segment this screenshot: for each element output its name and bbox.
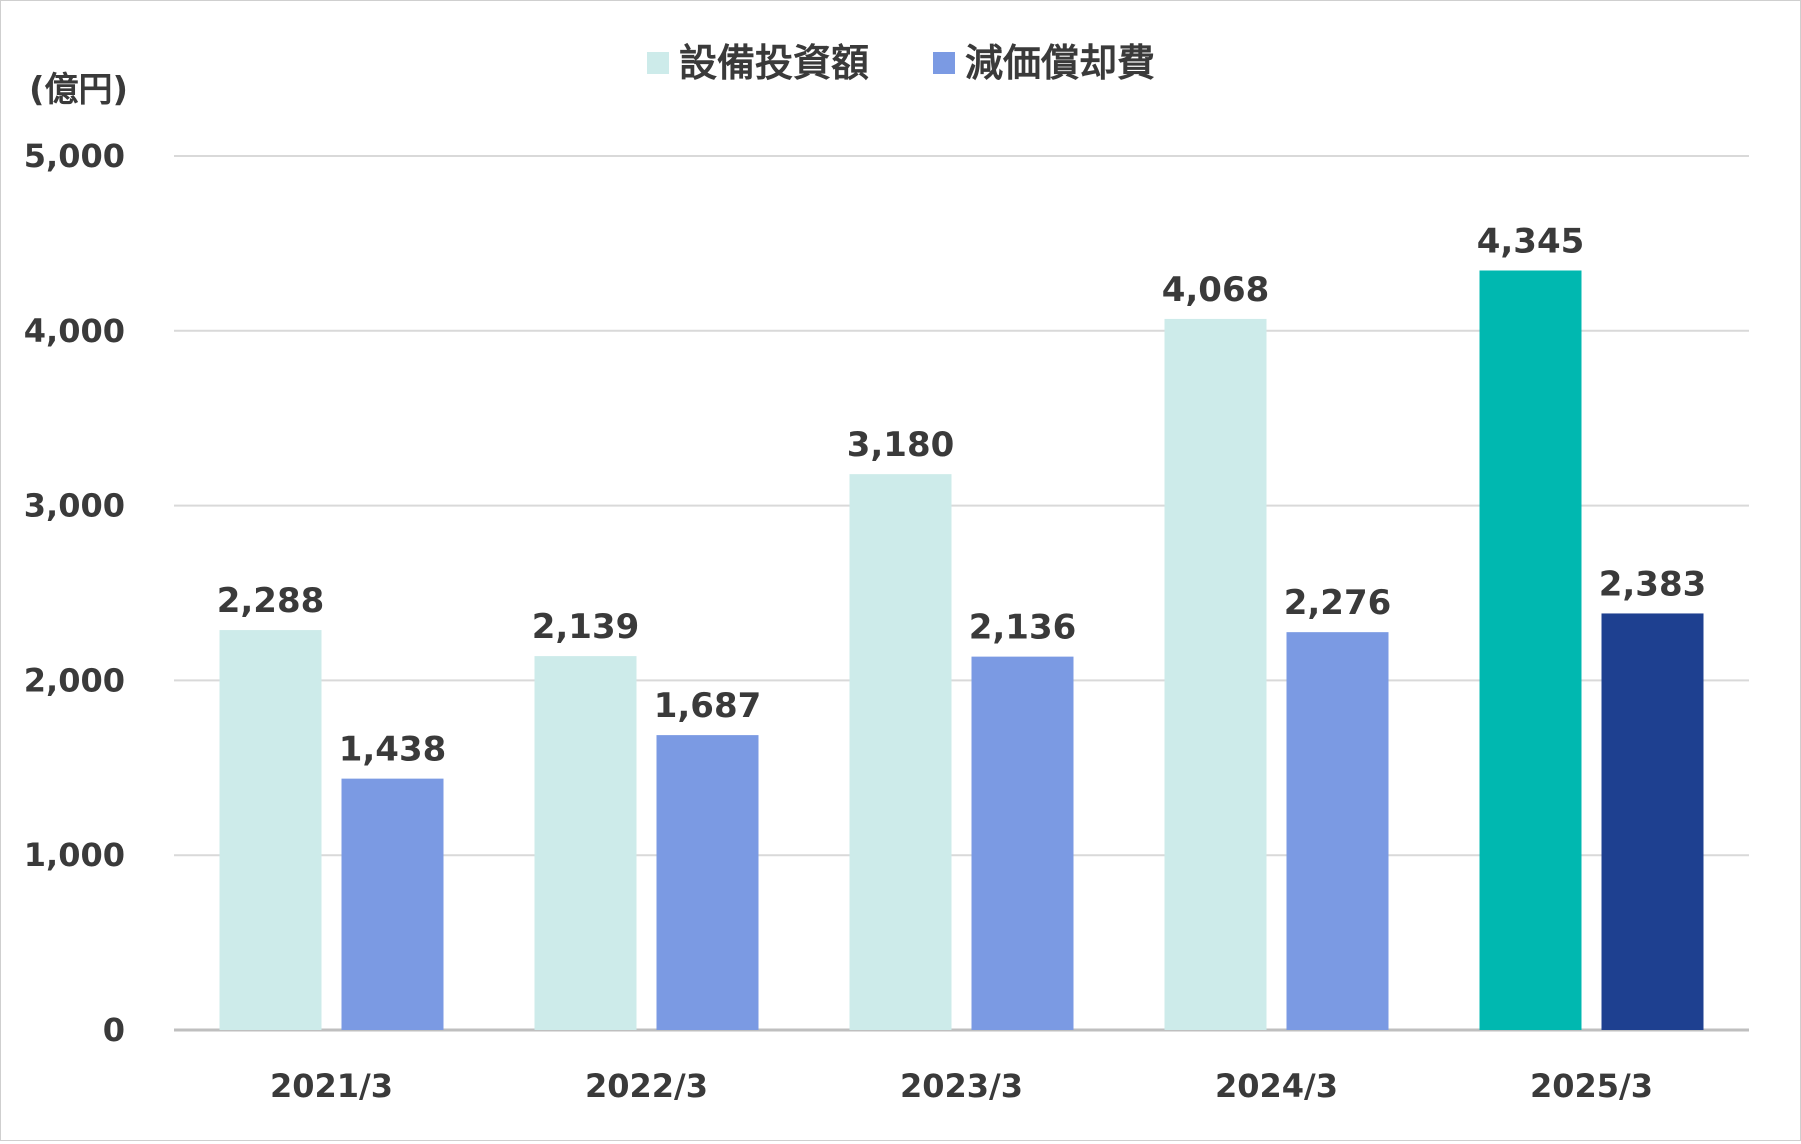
x-tick-label: 2024/3 xyxy=(1215,1067,1338,1105)
legend: 設備投資額 減価償却費 xyxy=(647,41,1155,85)
data-label-capex-2022-3: 2,139 xyxy=(532,607,640,647)
y-tick-label: 5,000 xyxy=(24,137,125,175)
x-tick-label: 2022/3 xyxy=(585,1067,708,1105)
data-label-depreciation-2022-3: 1,687 xyxy=(654,686,762,726)
y-tick-label: 2,000 xyxy=(24,661,125,699)
y-tick-label: 4,000 xyxy=(24,312,125,350)
data-label-depreciation-2025-3: 2,383 xyxy=(1599,564,1707,604)
bar-capex-2022-3 xyxy=(534,656,637,1030)
data-label-capex-2025-3: 4,345 xyxy=(1477,221,1585,261)
bar-capex-2021-3 xyxy=(219,630,322,1030)
data-label-capex-2021-3: 2,288 xyxy=(217,581,325,621)
data-label-depreciation-2024-3: 2,276 xyxy=(1284,583,1392,623)
bar-capex-2024-3 xyxy=(1164,318,1267,1031)
data-label-capex-2023-3: 3,180 xyxy=(847,425,955,465)
legend-swatch-depreciation xyxy=(933,52,955,74)
data-label-capex-2024-3: 4,068 xyxy=(1162,270,1270,310)
y-axis-ticks: 0 1,000 2,000 3,000 4,000 5,000 xyxy=(24,137,125,1049)
bar-depreciation-2021-3 xyxy=(341,778,444,1030)
data-label-depreciation-2021-3: 1,438 xyxy=(339,730,447,770)
y-tick-label: 1,000 xyxy=(24,836,125,874)
y-tick-label: 3,000 xyxy=(24,487,125,525)
bar-depreciation-2024-3 xyxy=(1286,632,1389,1030)
bar-depreciation-2025-3 xyxy=(1601,613,1704,1030)
x-axis-ticks: 2021/3 2022/3 2023/3 2024/3 2025/3 xyxy=(270,1067,1653,1105)
data-labels: 2,288 1,438 2,139 1,687 3,180 2,136 4,068 2,276… xyxy=(217,221,1707,769)
bar-depreciation-2022-3 xyxy=(656,735,759,1030)
bar-depreciation-2023-3 xyxy=(971,656,1074,1030)
legend-label-capex: 設備投資額 xyxy=(679,41,869,85)
y-axis-unit-label: (億円) xyxy=(29,70,128,110)
bar-capex-2023-3 xyxy=(849,474,952,1030)
bar-capex-2025-3 xyxy=(1479,270,1582,1030)
y-tick-label: 0 xyxy=(103,1011,125,1049)
bars xyxy=(219,270,1704,1031)
x-tick-label: 2025/3 xyxy=(1530,1067,1653,1105)
legend-swatch-capex xyxy=(647,52,669,74)
x-tick-label: 2023/3 xyxy=(900,1067,1023,1105)
data-label-depreciation-2023-3: 2,136 xyxy=(969,608,1077,648)
legend-label-depreciation: 減価償却費 xyxy=(965,41,1155,85)
x-tick-label: 2021/3 xyxy=(270,1067,393,1105)
